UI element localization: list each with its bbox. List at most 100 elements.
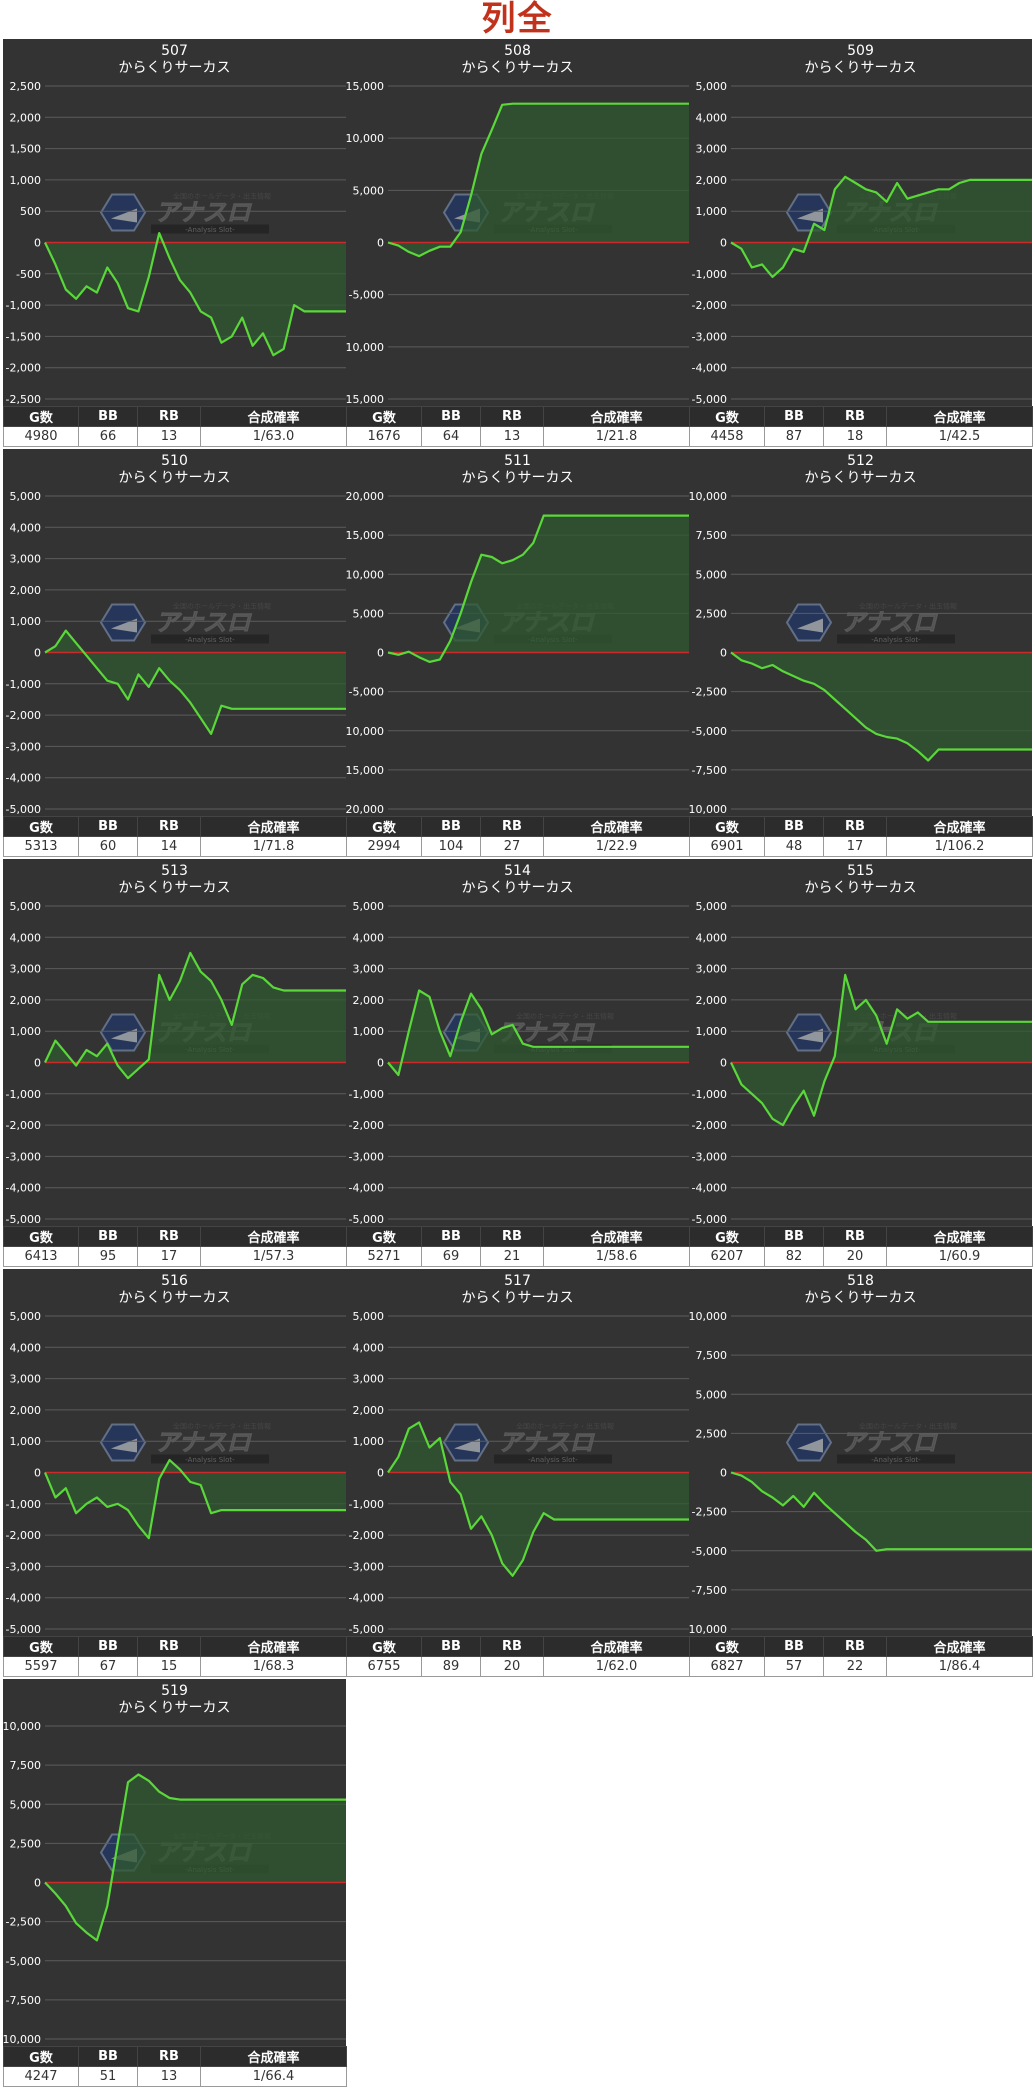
page-title: 列全 <box>481 0 554 39</box>
series-area <box>731 652 1032 761</box>
stat-header-bb: BB <box>764 1636 824 1657</box>
y-tick-label: 2,000 <box>696 994 728 1007</box>
y-tick-label: 4,000 <box>696 111 728 124</box>
y-tick-label: -1,000 <box>349 1088 384 1101</box>
chart-svg: 508からくりサーカスアナスロ全国のホールデータ・出玉情報-Analysis S… <box>346 43 689 406</box>
stat-header-rb: RB <box>823 1226 887 1247</box>
stat-header-prob: 合成確率 <box>200 816 347 837</box>
y-tick-label: 0 <box>377 237 384 250</box>
stat-header-bb: BB <box>764 1226 824 1247</box>
stat-prob: 1/66.4 <box>200 2066 347 2087</box>
stats-table: G数 BB RB 合成確率 6827 57 22 1/86.4 <box>689 1636 1033 1677</box>
stat-header-prob: 合成確率 <box>886 816 1033 837</box>
y-tick-label: 2,500 <box>696 607 728 620</box>
stat-header-prob: 合成確率 <box>543 406 690 427</box>
chart-title: 507 <box>161 43 188 59</box>
series-line <box>730 973 1032 1127</box>
stat-header-prob: 合成確率 <box>200 406 347 427</box>
stats-table: G数 BB RB 合成確率 4247 51 13 1/66.4 <box>3 2046 347 2087</box>
chart-subtitle: からくりサーカス <box>119 880 231 896</box>
stat-bb: 60 <box>78 836 138 857</box>
series-line <box>44 232 346 357</box>
y-tick-label: -3,000 <box>349 1150 384 1163</box>
chart-subtitle: からくりサーカス <box>805 470 917 486</box>
chart-title: 517 <box>504 1273 531 1289</box>
y-tick-label: -2,500 <box>6 393 41 406</box>
stat-games: 4458 <box>689 426 765 447</box>
y-tick-label: 15,000 <box>346 80 384 93</box>
y-tick-label: -10,000 <box>346 341 384 354</box>
stats-table: G数 BB RB 合成確率 4458 87 18 1/42.5 <box>689 406 1033 447</box>
svg-text:アナスロ: アナスロ <box>155 609 253 637</box>
stat-bb: 89 <box>421 1656 481 1677</box>
y-tick-label: 20,000 <box>346 490 384 503</box>
stats-table: G数 BB RB 合成確率 1676 64 13 1/21.8 <box>346 406 690 447</box>
stat-header-rb: RB <box>823 406 887 427</box>
stat-games: 6207 <box>689 1246 765 1267</box>
stats-table: G数 BB RB 合成確率 2994 104 27 1/22.9 <box>346 816 690 857</box>
y-tick-label: -4,000 <box>6 1182 41 1195</box>
y-tick-label: -10,000 <box>346 725 384 738</box>
chart-area: 519からくりサーカスアナスロ全国のホールデータ・出玉情報-Analysis S… <box>3 1679 346 2046</box>
stat-header-games: G数 <box>689 1226 765 1247</box>
y-tick-label: 0 <box>34 1057 41 1070</box>
y-tick-label: 0 <box>720 1467 727 1480</box>
y-tick-label: -2,000 <box>6 1529 41 1542</box>
y-tick-label: -2,000 <box>6 362 41 375</box>
svg-text:-Analysis Slot-: -Analysis Slot- <box>528 1456 578 1464</box>
y-tick-label: 0 <box>720 647 727 660</box>
stats-table: G数 BB RB 合成確率 4980 66 13 1/63.0 <box>3 406 347 447</box>
chart-subtitle: からくりサーカス <box>119 470 231 486</box>
y-tick-label: 5,000 <box>353 900 385 913</box>
y-tick-label: -7,500 <box>692 764 727 777</box>
y-tick-label: 5,000 <box>10 490 42 503</box>
chart-panel-517: 517 からくりサーカス アナスロ 全国のホールデータ・出玉情報 -Analysis S… <box>346 1269 690 1679</box>
y-tick-label: -4,000 <box>692 1182 727 1195</box>
stat-bb: 64 <box>421 426 481 447</box>
series-area <box>45 1774 346 1941</box>
stat-rb: 13 <box>137 426 201 447</box>
y-tick-label: -4,000 <box>6 772 41 785</box>
stats-table: G数 BB RB 合成確率 5313 60 14 1/71.8 <box>3 816 347 857</box>
stat-rb: 15 <box>137 1656 201 1677</box>
y-tick-label: -10,000 <box>689 803 727 816</box>
y-tick-label: -2,000 <box>692 1119 727 1132</box>
stat-bb: 51 <box>78 2066 138 2087</box>
y-tick-label: 1,000 <box>10 1025 42 1038</box>
y-tick-label: -5,000 <box>692 1545 727 1558</box>
stat-rb: 21 <box>480 1246 544 1267</box>
stat-prob: 1/71.8 <box>200 836 347 857</box>
y-tick-label: -5,000 <box>349 1623 384 1636</box>
stat-games: 4980 <box>3 426 79 447</box>
chart-panel-510: 510 からくりサーカス アナスロ 全国のホールデータ・出玉情報 -Analysis S… <box>3 449 347 859</box>
svg-text:全国のホールデータ・出玉情報: 全国のホールデータ・出玉情報 <box>859 1012 957 1021</box>
stat-header-prob: 合成確率 <box>886 1636 1033 1657</box>
stat-games: 2994 <box>346 836 422 857</box>
y-tick-label: 15,000 <box>346 529 384 542</box>
chart-title: 513 <box>161 863 188 879</box>
stat-rb: 13 <box>480 426 544 447</box>
svg-text:アナスロ: アナスロ <box>155 199 253 227</box>
stat-header-bb: BB <box>78 406 138 427</box>
y-tick-label: 0 <box>34 647 41 660</box>
y-tick-label: -5,000 <box>6 803 41 816</box>
y-tick-label: 4,000 <box>696 931 728 944</box>
stat-header-rb: RB <box>823 816 887 837</box>
chart-title: 518 <box>847 1273 874 1289</box>
y-tick-label: -7,500 <box>692 1584 727 1597</box>
chart-area: 516 からくりサーカス アナスロ 全国のホールデータ・出玉情報 -Analysis S… <box>3 1269 346 1636</box>
stat-prob: 1/58.6 <box>543 1246 690 1267</box>
y-tick-label: 2,000 <box>10 994 42 1007</box>
chart-area: 511からくりサーカスアナスロ全国のホールデータ・出玉情報-Analysis S… <box>346 449 689 816</box>
stat-header-games: G数 <box>689 1636 765 1657</box>
stat-games: 6901 <box>689 836 765 857</box>
y-tick-label: 2,500 <box>10 80 42 93</box>
y-tick-label: -2,000 <box>6 1119 41 1132</box>
svg-text:-Analysis Slot-: -Analysis Slot- <box>185 636 235 644</box>
y-tick-label: 0 <box>377 1057 384 1070</box>
